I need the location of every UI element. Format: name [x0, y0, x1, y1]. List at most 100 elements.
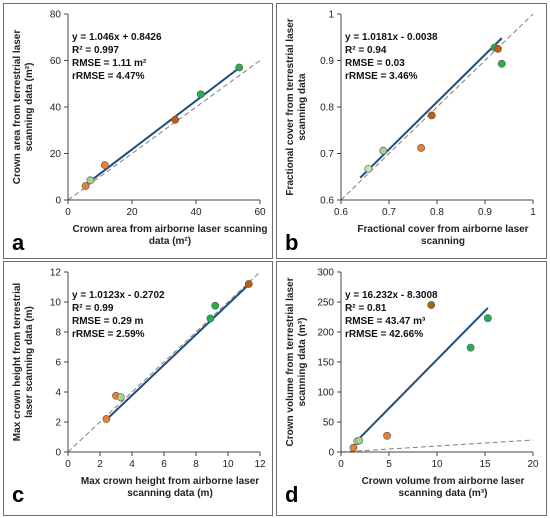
- chart-crown-area: 0 20 40 60 0 20 40 60 80 Crown area from terrestr…: [12, 10, 268, 256]
- stats-line: R² = 0.997: [72, 45, 119, 56]
- x-tick-label: 20: [527, 459, 539, 470]
- y-tick-label: 100: [317, 388, 334, 399]
- panel-letter: d: [285, 482, 298, 507]
- x-tick-label: 0.9: [478, 207, 492, 218]
- y-tick-label: 8: [55, 328, 61, 339]
- data-point: [81, 182, 90, 190]
- stats-line: y = 16.232x - 8.3008: [345, 290, 438, 301]
- y-tick-label: 0: [55, 448, 61, 459]
- data-point: [102, 415, 111, 423]
- x-axis-title-line: scanning data (m): [127, 488, 213, 499]
- x-tick-label: 2: [97, 459, 103, 470]
- y-axis-title-line: Max crown height from terrestrial: [12, 283, 23, 442]
- y-axis-title: Fractional cover from terrestrial lasers…: [285, 18, 308, 195]
- stats-line: RMSE = 0.03: [345, 58, 405, 69]
- y-tick-label: 80: [50, 10, 62, 21]
- data-point: [355, 436, 364, 445]
- panel-a: 0 20 40 60 0 20 40 60 80 Crown area from terrestr…: [3, 3, 273, 259]
- x-tick-label: 40: [190, 207, 202, 218]
- x-axis-title: Fractional cover from airborne laser scan…: [357, 224, 528, 247]
- x-tick-label: 0.6: [334, 207, 348, 218]
- data-point: [235, 63, 244, 72]
- y-tick-label: 60: [50, 56, 62, 67]
- x-axis-title: Max crown height from airborne laser scan…: [81, 476, 259, 499]
- y-axis-title: Max crown height from terrestriallaser s…: [12, 283, 35, 442]
- stats-line: rRMSE = 3.46%: [345, 71, 418, 82]
- x-tick-label: 0: [338, 459, 344, 470]
- stats-line: y = 1.046x + 0.8426: [72, 32, 162, 43]
- stats-line: RMSE = 1.11 m²: [72, 58, 147, 69]
- stats-line: R² = 0.94: [345, 45, 387, 56]
- y-tick-label: 0.7: [320, 149, 334, 160]
- data-point: [171, 115, 180, 124]
- data-point: [244, 280, 253, 288]
- y-axis-title-line: laser scanning data (m): [24, 306, 35, 418]
- chart-max-crown-height: 0 2 4 6 8 10 12 0 2 4 6 8 10 12 Max crown height from …: [12, 268, 266, 508]
- y-tick-label: 0.6: [320, 196, 334, 207]
- stats-line: R² = 0.99: [72, 303, 114, 314]
- panel-letter: b: [285, 230, 298, 255]
- x-axis-title: Crown volume from airborne laser scanning…: [362, 476, 525, 499]
- x-tick-label: 10: [222, 459, 234, 470]
- stats-line: RMSE = 0.29 m: [72, 316, 144, 327]
- regression-line: [84, 67, 240, 186]
- x-tick-label: 15: [479, 459, 491, 470]
- stats-line: rRMSE = 42.66%: [345, 329, 423, 340]
- y-tick-label: 20: [50, 149, 62, 160]
- data-point: [364, 164, 373, 173]
- data-point: [86, 176, 95, 185]
- x-tick-label: 12: [254, 459, 266, 470]
- stats-line: y = 1.0181x - 0.0038: [345, 32, 438, 43]
- y-axis-title: Crown volume from terrestrial laserscann…: [285, 277, 308, 446]
- y-tick-label: 250: [317, 298, 334, 309]
- data-point: [379, 146, 388, 155]
- data-point: [466, 343, 475, 352]
- x-tick-label: 0.8: [430, 207, 444, 218]
- data-point: [483, 314, 492, 323]
- y-tick-label: 50: [323, 418, 335, 429]
- data-point: [196, 90, 205, 99]
- x-tick-label: 4: [129, 459, 135, 470]
- y-tick-label: 2: [55, 418, 61, 429]
- panel-c: 0 2 4 6 8 10 12 0 2 4 6 8 10 12 Max crown height from …: [3, 261, 273, 516]
- panel-b: 0.6 0.7 0.8 0.9 1 0.6 0.7 0.8 0.9 1 Fractional cov…: [276, 3, 547, 259]
- x-axis-title-line: Fractional cover from airborne laser: [357, 224, 528, 235]
- reference-line-1to1: [340, 13, 534, 201]
- x-axis-title-line: scanning: [421, 236, 465, 247]
- regression-line: [355, 307, 489, 443]
- y-axis-title-line: Fractional cover from terrestrial laser: [285, 18, 296, 195]
- x-tick-label: 60: [254, 207, 266, 218]
- x-tick-label: 0: [65, 459, 71, 470]
- stats-line: y = 1.0123x - 0.2702: [72, 290, 165, 301]
- x-axis-title-line: Crown area from airborne laser scanning: [72, 224, 267, 235]
- data-point: [427, 111, 436, 120]
- x-axis-title-line: Crown volume from airborne laser: [362, 476, 525, 487]
- y-tick-label: 200: [317, 328, 334, 339]
- y-tick-label: 12: [50, 268, 62, 279]
- y-tick-label: 300: [317, 268, 334, 279]
- stats-line: rRMSE = 2.59%: [72, 329, 145, 340]
- y-tick-label: 0.9: [320, 56, 334, 67]
- x-axis-title-line: data (m²): [149, 236, 191, 247]
- stats-line: RMSE = 43.47 m³: [345, 316, 426, 327]
- data-point: [427, 301, 436, 309]
- y-tick-label: 0: [55, 196, 61, 207]
- stats-line: R² = 0.81: [345, 303, 387, 314]
- y-axis-title-line: scanning data (m³): [297, 318, 308, 407]
- y-axis-title-line: Crown volume from terrestrial laser: [285, 277, 296, 446]
- data-point: [383, 431, 391, 440]
- data-point: [497, 59, 506, 68]
- y-tick-label: 150: [317, 358, 334, 369]
- y-tick-label: 6: [55, 358, 61, 369]
- reference-line-1to1: [340, 439, 534, 453]
- data-point: [349, 443, 358, 452]
- x-axis-title: Crown area from airborne laser scanning d…: [72, 224, 267, 247]
- x-tick-label: 5: [386, 459, 392, 470]
- x-axis-title-line: scanning data (m³): [399, 488, 488, 499]
- y-axis-title-line: Crown area from terrestrial laser: [12, 30, 23, 185]
- reference-line-1to1: [67, 271, 261, 453]
- data-point: [100, 161, 109, 170]
- x-tick-label: 1: [530, 207, 536, 218]
- x-tick-label: 20: [126, 207, 138, 218]
- stats-line: rRMSE = 4.47%: [72, 71, 145, 82]
